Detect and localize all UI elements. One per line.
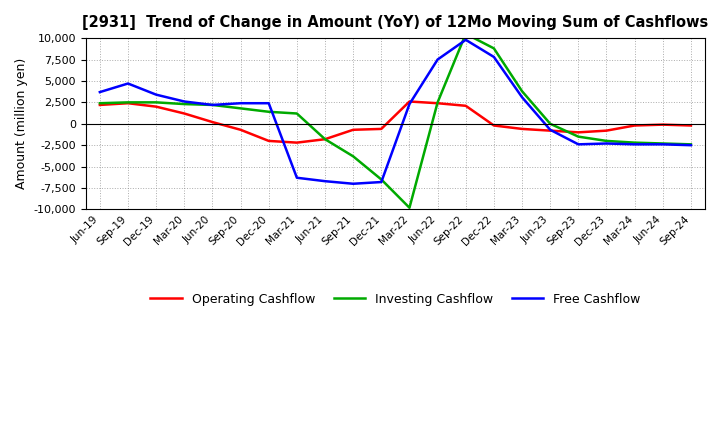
- Operating Cashflow: [320, 136, 329, 142]
- Free Cashflow: [462, 37, 470, 43]
- Investing Cashflow: [574, 134, 582, 139]
- Operating Cashflow: [602, 128, 611, 133]
- Investing Cashflow: [659, 141, 667, 146]
- Operating Cashflow: [208, 119, 217, 125]
- Free Cashflow: [320, 179, 329, 184]
- Operating Cashflow: [433, 101, 442, 106]
- Operating Cashflow: [659, 122, 667, 127]
- Free Cashflow: [96, 89, 104, 95]
- Free Cashflow: [152, 92, 161, 97]
- Investing Cashflow: [152, 100, 161, 105]
- Free Cashflow: [574, 142, 582, 147]
- Operating Cashflow: [96, 102, 104, 107]
- Free Cashflow: [546, 127, 554, 132]
- Investing Cashflow: [377, 177, 386, 182]
- Free Cashflow: [433, 57, 442, 62]
- Operating Cashflow: [264, 138, 273, 143]
- Line: Free Cashflow: Free Cashflow: [100, 40, 691, 184]
- Investing Cashflow: [292, 111, 301, 116]
- Operating Cashflow: [546, 128, 554, 133]
- Operating Cashflow: [349, 127, 358, 132]
- Operating Cashflow: [574, 130, 582, 135]
- Title: [2931]  Trend of Change in Amount (YoY) of 12Mo Moving Sum of Cashflows: [2931] Trend of Change in Amount (YoY) o…: [82, 15, 708, 30]
- Investing Cashflow: [180, 102, 189, 107]
- Operating Cashflow: [405, 99, 414, 104]
- Free Cashflow: [292, 175, 301, 180]
- Free Cashflow: [180, 99, 189, 104]
- Investing Cashflow: [236, 106, 245, 111]
- Free Cashflow: [349, 181, 358, 187]
- Free Cashflow: [687, 143, 696, 148]
- Investing Cashflow: [349, 154, 358, 159]
- Line: Operating Cashflow: Operating Cashflow: [100, 102, 691, 143]
- Operating Cashflow: [124, 101, 132, 106]
- Y-axis label: Amount (million yen): Amount (million yen): [15, 58, 28, 189]
- Investing Cashflow: [546, 121, 554, 126]
- Operating Cashflow: [377, 126, 386, 132]
- Operating Cashflow: [687, 123, 696, 128]
- Free Cashflow: [602, 141, 611, 146]
- Investing Cashflow: [320, 136, 329, 142]
- Free Cashflow: [518, 95, 526, 100]
- Line: Investing Cashflow: Investing Cashflow: [100, 34, 691, 208]
- Free Cashflow: [236, 101, 245, 106]
- Operating Cashflow: [292, 140, 301, 145]
- Free Cashflow: [630, 142, 639, 147]
- Free Cashflow: [405, 102, 414, 107]
- Free Cashflow: [208, 102, 217, 107]
- Investing Cashflow: [602, 138, 611, 143]
- Investing Cashflow: [405, 205, 414, 210]
- Operating Cashflow: [490, 123, 498, 128]
- Operating Cashflow: [518, 126, 526, 132]
- Investing Cashflow: [124, 100, 132, 105]
- Investing Cashflow: [630, 140, 639, 145]
- Operating Cashflow: [462, 103, 470, 108]
- Investing Cashflow: [208, 102, 217, 107]
- Operating Cashflow: [236, 127, 245, 132]
- Investing Cashflow: [462, 31, 470, 37]
- Free Cashflow: [659, 142, 667, 147]
- Investing Cashflow: [433, 100, 442, 105]
- Operating Cashflow: [180, 111, 189, 116]
- Free Cashflow: [264, 101, 273, 106]
- Free Cashflow: [490, 54, 498, 59]
- Investing Cashflow: [687, 142, 696, 147]
- Investing Cashflow: [264, 109, 273, 114]
- Investing Cashflow: [96, 101, 104, 106]
- Investing Cashflow: [490, 46, 498, 51]
- Free Cashflow: [377, 180, 386, 185]
- Investing Cashflow: [518, 88, 526, 94]
- Free Cashflow: [124, 81, 132, 86]
- Operating Cashflow: [630, 123, 639, 128]
- Legend: Operating Cashflow, Investing Cashflow, Free Cashflow: Operating Cashflow, Investing Cashflow, …: [145, 288, 645, 311]
- Operating Cashflow: [152, 104, 161, 109]
